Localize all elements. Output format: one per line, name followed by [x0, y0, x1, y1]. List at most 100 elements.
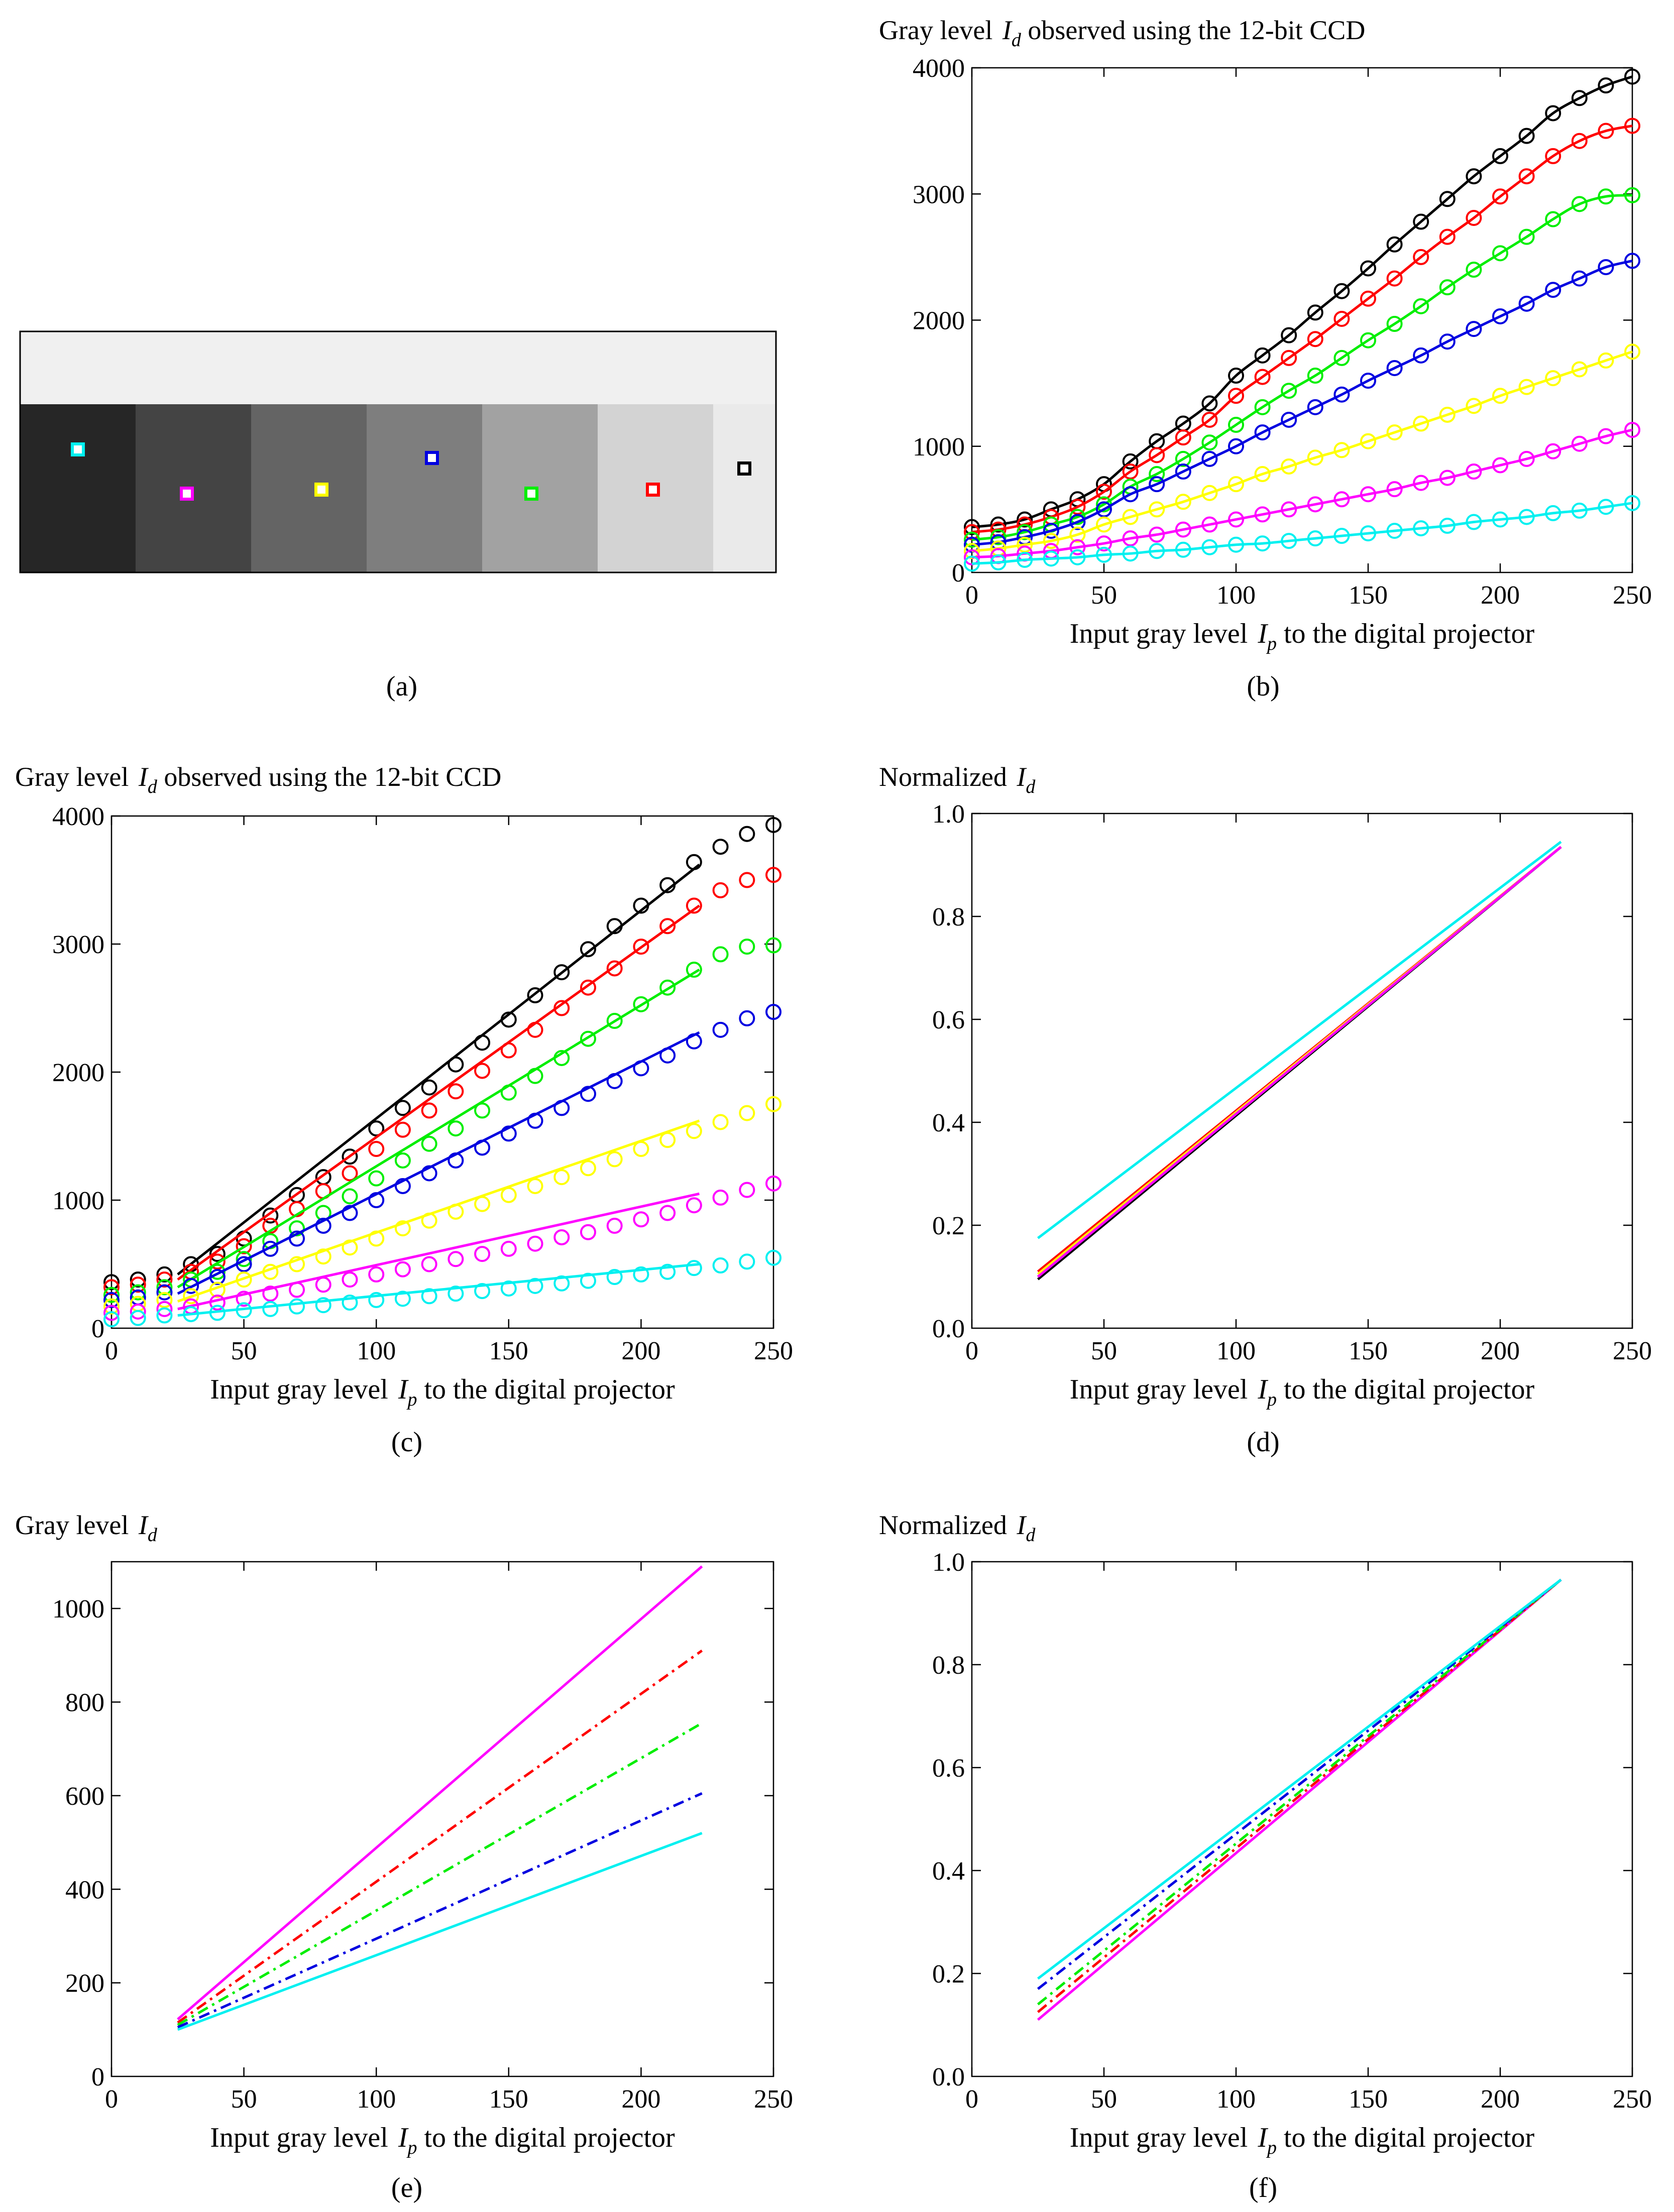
- data-point-magenta: [421, 1256, 437, 1272]
- data-point-black: [130, 1271, 146, 1288]
- data-point-yellow: [1439, 406, 1456, 423]
- data-point-magenta: [580, 1224, 596, 1240]
- data-point-black: [1624, 68, 1640, 85]
- data-point-black: [1466, 168, 1482, 185]
- panel-caption: (d): [1247, 1427, 1279, 1458]
- data-point-yellow: [1598, 352, 1614, 369]
- data-point-magenta: [686, 1197, 702, 1214]
- data-point-yellow: [1545, 370, 1561, 387]
- data-point-yellow: [1307, 449, 1323, 466]
- data-point-yellow: [500, 1187, 517, 1203]
- data-point-cyan: [156, 1307, 173, 1324]
- x-axis-label-var: I: [1257, 2122, 1268, 2153]
- x-tick-label: 100: [357, 1337, 396, 1365]
- data-point-black: [421, 1079, 437, 1096]
- x-axis-label-text: Input gray level: [210, 2122, 395, 2153]
- data-point-yellow: [1149, 501, 1165, 518]
- y-tick-label: 0: [952, 559, 965, 588]
- y-tick-label: 0.4: [932, 1857, 965, 1886]
- data-point-yellow: [1175, 494, 1191, 510]
- data-point-black: [500, 1011, 517, 1028]
- data-point-green: [990, 529, 1007, 545]
- data-point-green: [1201, 434, 1218, 451]
- data-point-yellow: [964, 543, 980, 559]
- data-point-green: [1069, 509, 1086, 525]
- data-point-red: [1307, 331, 1323, 347]
- x-tick-label: 100: [1216, 581, 1256, 610]
- data-point-magenta: [130, 1303, 146, 1320]
- chart-title-text: Normalized: [879, 1510, 1014, 1540]
- y-tick-label: 0: [91, 2063, 104, 2091]
- data-point-cyan: [1254, 535, 1271, 552]
- data-point-black: [1598, 77, 1614, 94]
- data-point-black: [368, 1120, 385, 1137]
- data-point-green: [1439, 279, 1456, 296]
- data-point-blue: [500, 1125, 517, 1142]
- fit-curve-yellow: [971, 350, 1633, 552]
- data-point-red: [1149, 447, 1165, 463]
- data-point-green: [1360, 332, 1376, 348]
- data-point-magenta: [1360, 486, 1376, 503]
- data-point-yellow: [1096, 516, 1112, 533]
- data-point-red: [1281, 350, 1297, 366]
- data-point-red: [712, 882, 729, 898]
- series-line-cyan: [177, 1832, 703, 2031]
- x-tick-label: 250: [754, 2085, 793, 2114]
- chart-title: Normalized Id: [879, 1510, 1036, 1546]
- data-point-yellow: [1466, 398, 1482, 414]
- data-point-cyan: [1175, 541, 1191, 558]
- data-point-red: [236, 1238, 252, 1254]
- data-point-cyan: [342, 1295, 358, 1311]
- data-point-green: [394, 1152, 411, 1169]
- gray-patch: [367, 404, 482, 572]
- data-point-magenta: [342, 1271, 358, 1288]
- y-tick-label: 1000: [913, 433, 965, 461]
- x-axis-label-sub: p: [1266, 2137, 1277, 2158]
- x-tick-label: 0: [965, 581, 978, 610]
- data-point-cyan: [209, 1305, 226, 1321]
- data-point-cyan: [1545, 505, 1561, 521]
- x-axis-label-sub: p: [1266, 633, 1277, 654]
- data-point-green: [1333, 350, 1350, 366]
- data-point-yellow: [236, 1271, 252, 1288]
- data-point-red: [1571, 133, 1588, 149]
- data-point-green: [659, 979, 676, 996]
- data-point-green: [1466, 262, 1482, 278]
- y-tick-label: 0.4: [932, 1109, 965, 1137]
- data-point-blue: [183, 1277, 199, 1294]
- data-point-magenta: [633, 1211, 649, 1228]
- data-point-yellow: [633, 1141, 649, 1157]
- data-point-green: [1518, 228, 1535, 245]
- y-tick-label: 3000: [913, 180, 965, 209]
- data-point-blue: [474, 1139, 491, 1156]
- data-point-blue: [1228, 438, 1244, 454]
- data-point-cyan: [1466, 514, 1482, 530]
- data-point-magenta: [289, 1282, 305, 1298]
- x-axis-label-var: I: [1257, 1374, 1268, 1405]
- data-point-magenta: [527, 1235, 543, 1252]
- data-point-magenta: [765, 1175, 782, 1192]
- data-point-cyan: [1149, 543, 1165, 559]
- data-point-red: [1439, 228, 1456, 245]
- data-point-magenta: [156, 1301, 173, 1317]
- data-point-blue: [236, 1256, 252, 1272]
- data-point-yellow: [1360, 433, 1376, 449]
- photo-border: [19, 330, 777, 573]
- data-point-blue: [1122, 486, 1139, 503]
- data-point-magenta: [1624, 422, 1640, 438]
- data-point-red: [659, 918, 676, 935]
- x-axis-label-text: Input gray level: [1070, 1374, 1255, 1405]
- data-point-green: [739, 939, 755, 955]
- chart-title-text: Normalized: [879, 762, 1014, 792]
- data-point-black: [712, 839, 729, 855]
- data-point-red: [1175, 429, 1191, 446]
- data-point-yellow: [739, 1105, 755, 1121]
- x-axis-label: Input gray level Ip to the digital proje…: [1070, 2122, 1535, 2158]
- data-point-green: [1175, 450, 1191, 467]
- data-point-magenta: [1545, 443, 1561, 459]
- data-point-cyan: [1017, 551, 1033, 568]
- data-point-magenta: [1122, 530, 1139, 547]
- x-tick-label: 150: [1349, 581, 1388, 610]
- data-point-yellow: [1228, 476, 1244, 493]
